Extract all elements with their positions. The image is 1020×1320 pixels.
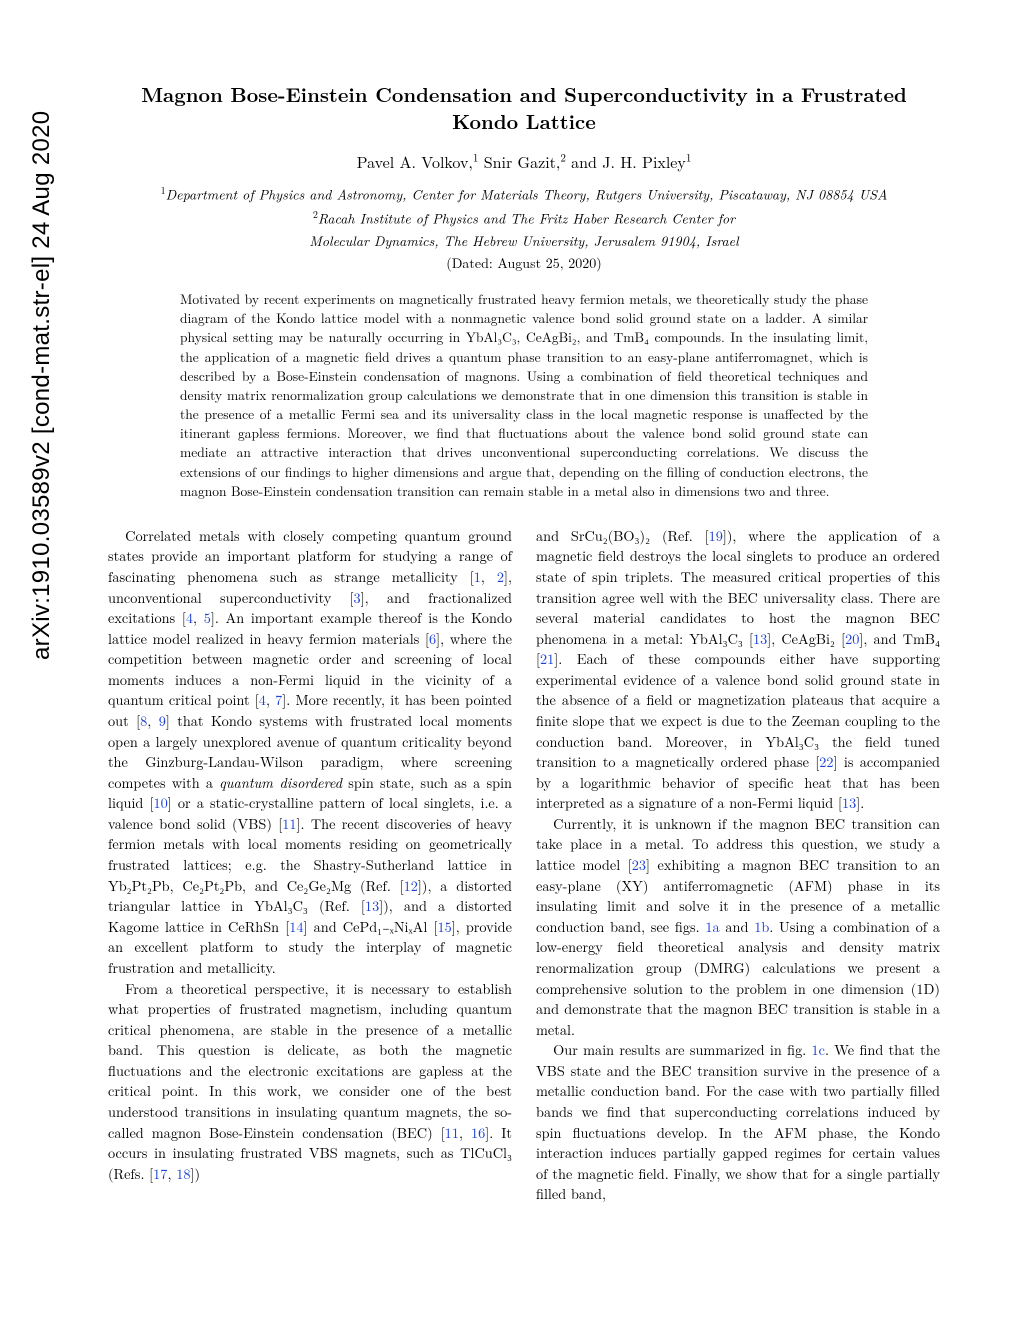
citation-link[interactable]: 13 <box>365 896 379 916</box>
authors-line: Pavel A. Volkov,1 Snir Gazit,2 and J. H.… <box>108 150 940 173</box>
affiliation-3: Molecular Dynamics, The Hebrew Universit… <box>108 232 940 252</box>
citation-link[interactable]: 14 <box>289 917 303 937</box>
body-text: and SrCu₂(BO₃)₂ (Ref. [ <box>536 526 709 546</box>
body-paragraph: Currently, it is unknown if the magnon B… <box>536 814 940 1040</box>
affiliation-2: 2Racah Institute of Physics and The Frit… <box>108 207 940 229</box>
body-paragraph: Our main results are summarized in fig. … <box>536 1040 940 1205</box>
body-text: . We find that the VBS state and the BEC… <box>536 1040 940 1204</box>
arxiv-stamp: arXiv:1910.03589v2 [cond-mat.str-el] 24 … <box>28 111 56 660</box>
citation-link[interactable]: 22 <box>819 752 833 772</box>
citation-link[interactable]: 9 <box>159 711 166 731</box>
paper-title: Magnon Bose-Einstein Condensation and Su… <box>138 80 910 134</box>
dated-line: (Dated: August 25, 2020) <box>108 253 940 273</box>
affiliation-1: 1Department of Physics and Astronomy, Ce… <box>108 183 940 205</box>
right-column: and SrCu₂(BO₃)₂ (Ref. [19]), where the a… <box>536 526 940 1205</box>
citation-link[interactable]: 23 <box>632 855 646 875</box>
body-text: ]) <box>191 1164 201 1184</box>
body-paragraph: Correlated metals with closely competing… <box>108 526 512 979</box>
citation-link[interactable]: 4 <box>186 608 193 628</box>
emphasis-text: quantum disordered <box>219 773 342 793</box>
citation-link[interactable]: 2 <box>497 567 504 587</box>
citation-link[interactable]: 16 <box>471 1123 485 1143</box>
body-text: , <box>459 1123 471 1143</box>
citation-link[interactable]: 12 <box>404 876 418 896</box>
figure-link[interactable]: 1a <box>705 917 719 937</box>
paper-page: Magnon Bose-Einstein Condensation and Su… <box>0 0 1020 1245</box>
body-paragraph: From a theoretical perspective, it is ne… <box>108 979 512 1185</box>
body-text: ]. <box>856 793 864 813</box>
body-text: and <box>720 917 755 937</box>
citation-link[interactable]: 3 <box>354 588 361 608</box>
citation-link[interactable]: 10 <box>153 793 167 813</box>
citation-link[interactable]: 5 <box>204 608 211 628</box>
body-text: ], CeAgBi₂ [ <box>767 629 845 649</box>
citation-link[interactable]: 18 <box>176 1164 190 1184</box>
figure-link[interactable]: 1c <box>812 1040 826 1060</box>
left-column: Correlated metals with closely competing… <box>108 526 512 1205</box>
body-paragraph: and SrCu₂(BO₃)₂ (Ref. [19]), where the a… <box>536 526 940 814</box>
body-text: Our main results are summarized in fig. <box>553 1040 811 1060</box>
figure-link[interactable]: 1b <box>754 917 769 937</box>
citation-link[interactable]: 11 <box>445 1123 459 1143</box>
citation-link[interactable]: 4 <box>259 690 266 710</box>
body-text: ] and CePd₁₋ₓNiₓAl [ <box>304 917 438 937</box>
body-text: From a theoretical perspective, it is ne… <box>108 979 512 1143</box>
body-text: , <box>193 608 204 628</box>
body-text: , <box>167 1164 176 1184</box>
citation-link[interactable]: 20 <box>845 629 859 649</box>
citation-link[interactable]: 17 <box>153 1164 167 1184</box>
citation-link[interactable]: 13 <box>842 793 856 813</box>
body-text: , <box>147 711 158 731</box>
body-text: Correlated metals with closely competing… <box>108 526 512 587</box>
citation-link[interactable]: 13 <box>753 629 767 649</box>
citation-link[interactable]: 15 <box>437 917 451 937</box>
body-text: , <box>481 567 497 587</box>
citation-link[interactable]: 11 <box>282 814 296 834</box>
body-text: , <box>266 690 275 710</box>
citation-link[interactable]: 21 <box>540 649 554 669</box>
citation-link[interactable]: 19 <box>709 526 723 546</box>
body-columns: Correlated metals with closely competing… <box>108 526 940 1205</box>
abstract: Motivated by recent experiments on magne… <box>180 289 868 500</box>
citation-link[interactable]: 1 <box>474 567 481 587</box>
